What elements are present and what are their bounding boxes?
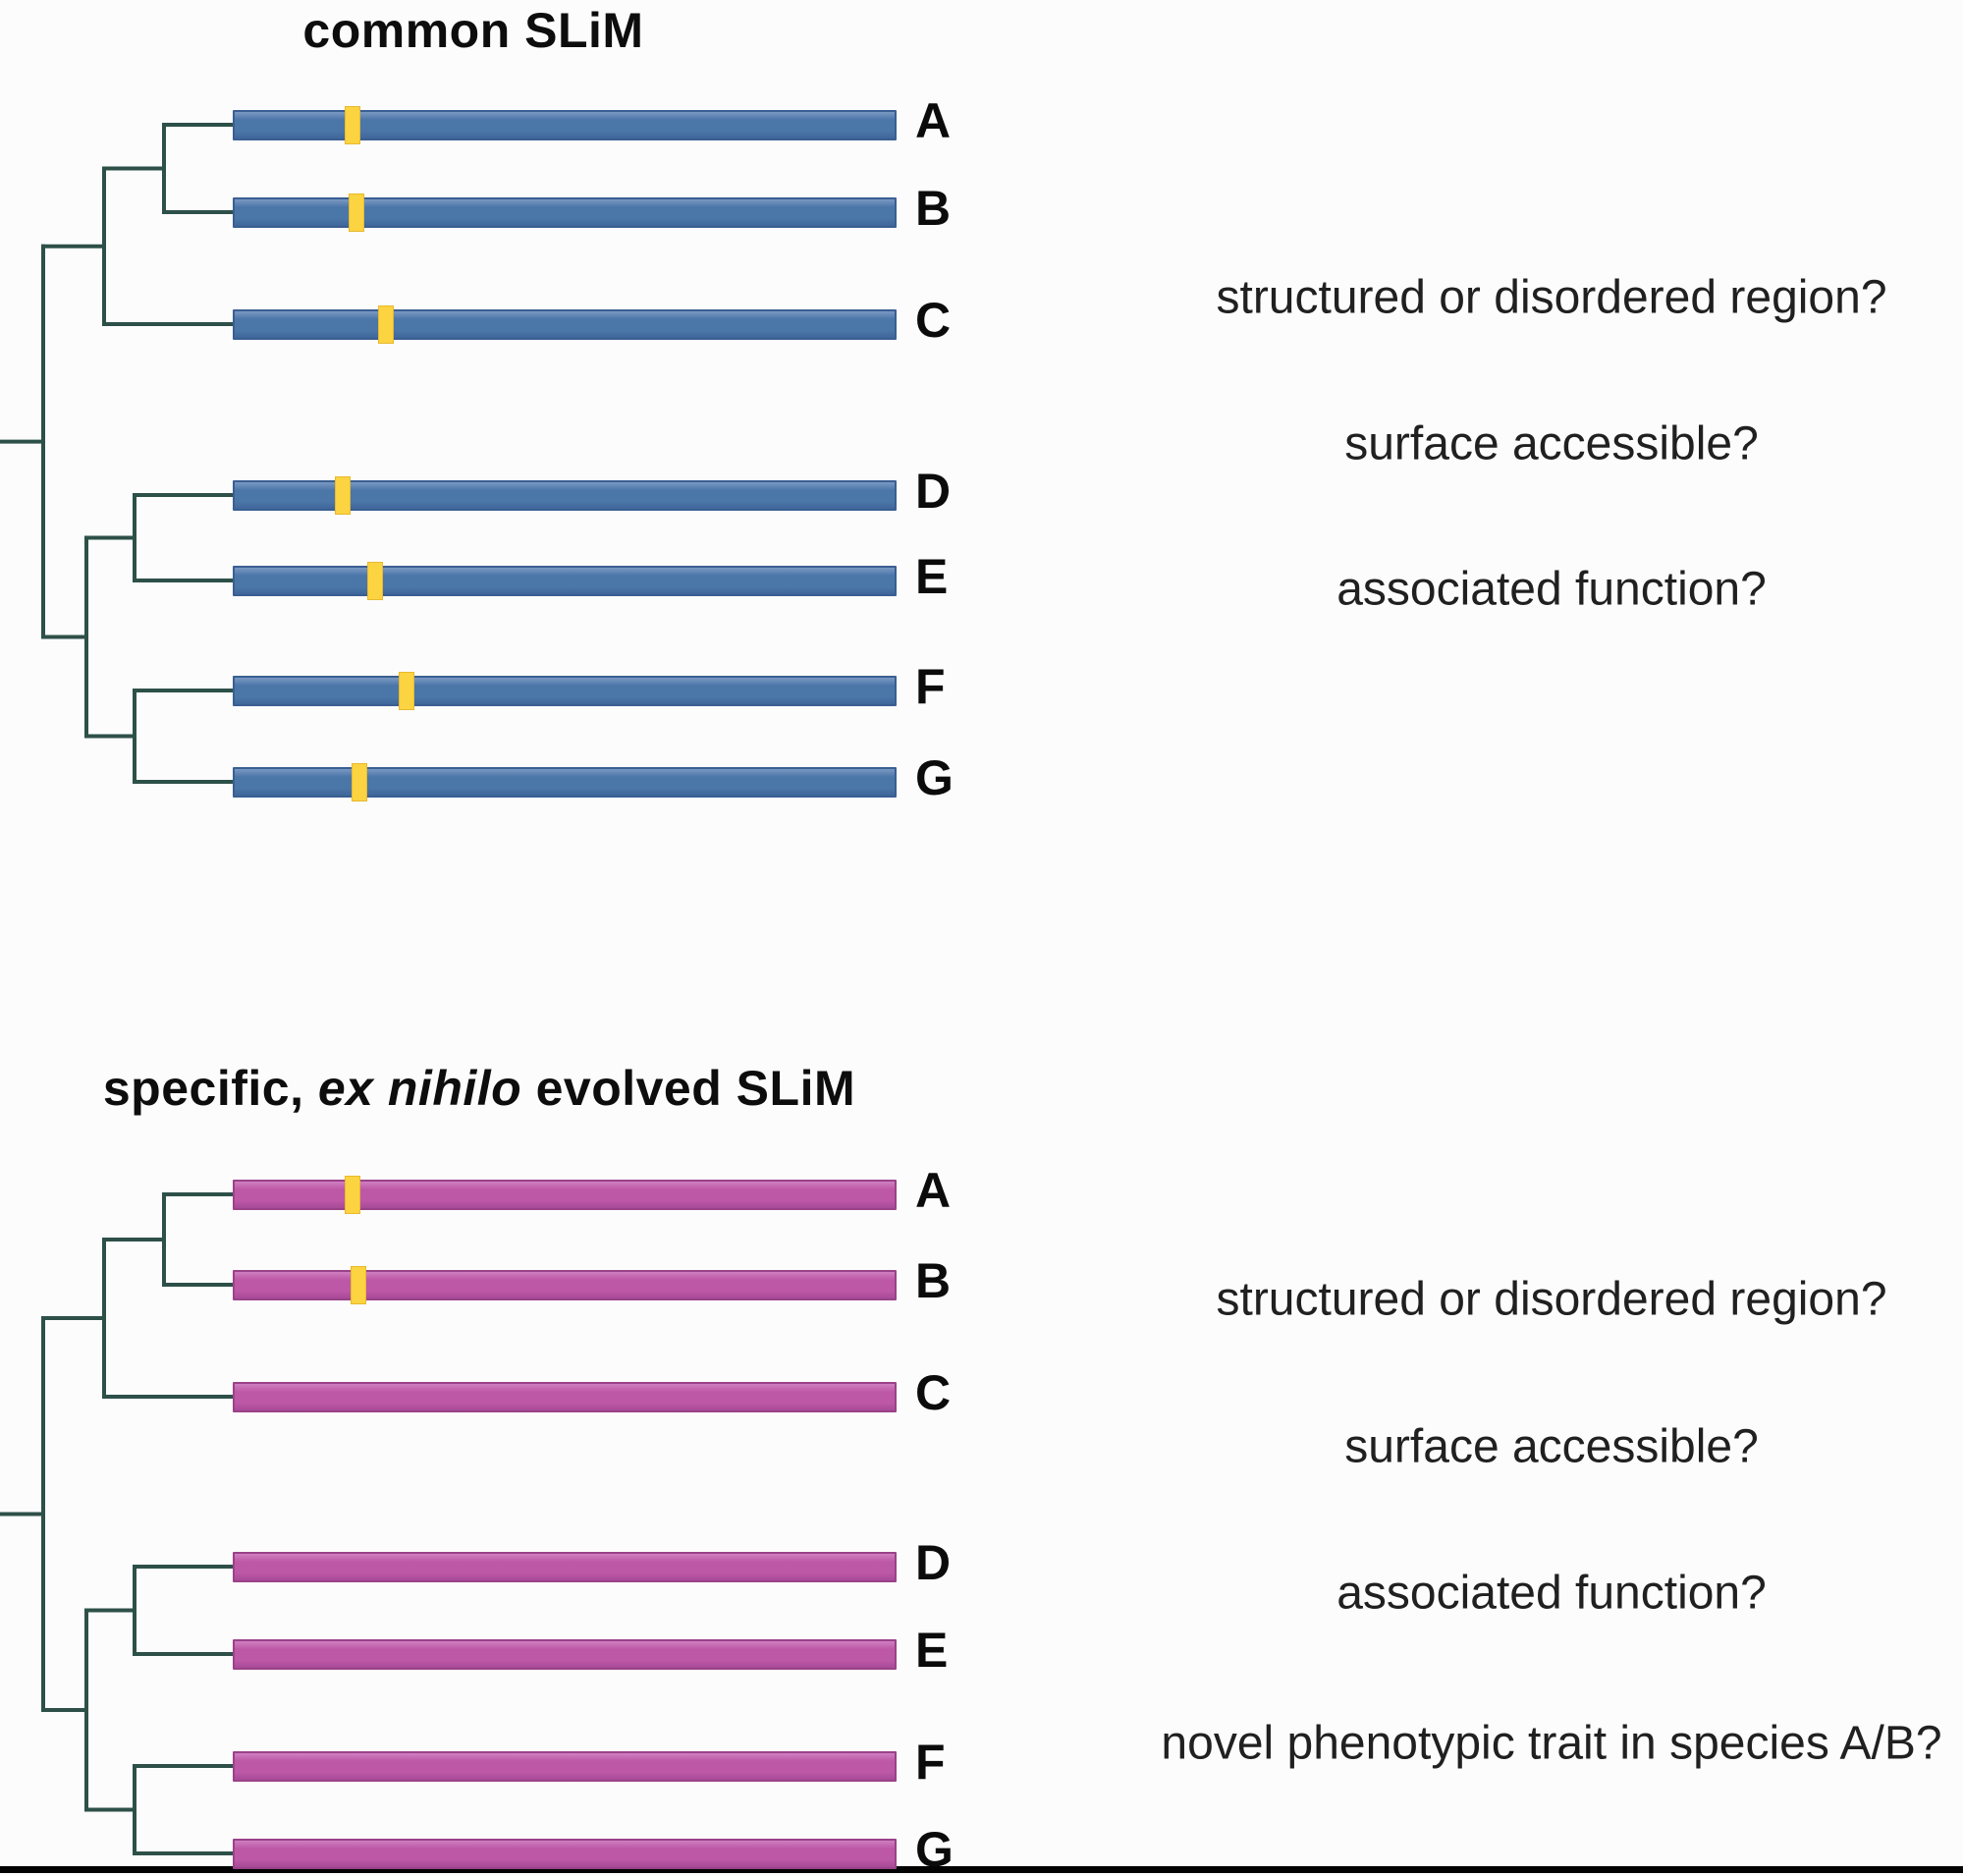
phylo-tree-specific (0, 1192, 235, 1855)
protein-bar-specific-A (233, 1175, 897, 1214)
leaf-label-common-D: D (915, 464, 952, 519)
section-title-common: common SLiM (302, 2, 643, 59)
title-part: evolved SLiM (521, 1061, 856, 1116)
protein-bar-common-E (233, 561, 897, 600)
title-part: specific, (102, 1061, 318, 1116)
slim-marker-common-G (352, 762, 368, 801)
leaf-label-specific-F: F (915, 1735, 946, 1790)
protein-bar-specific-E (233, 1638, 897, 1670)
protein-bar-common-B (233, 193, 897, 232)
leaf-label-specific-D: D (915, 1535, 952, 1590)
question-specific-2: associated function? (1336, 1567, 1767, 1620)
slim-marker-specific-B (350, 1265, 366, 1304)
slim-marker-common-A (345, 105, 361, 144)
question-specific-0: structured or disordered region? (1216, 1273, 1887, 1326)
leaf-label-common-F: F (915, 659, 946, 714)
slim-marker-specific-A (345, 1175, 361, 1214)
protein-bar-common-G (233, 762, 897, 801)
protein-bar-specific-D (233, 1551, 897, 1582)
protein-bar-common-F (233, 671, 897, 710)
leaf-label-common-C: C (915, 293, 952, 348)
question-common-0: structured or disordered region? (1216, 271, 1887, 324)
title-part: common SLiM (302, 3, 644, 58)
slim-marker-common-B (348, 193, 364, 232)
leaf-label-specific-A: A (915, 1163, 952, 1218)
slim-marker-common-F (399, 671, 415, 710)
protein-bar-specific-G (233, 1838, 897, 1869)
title-part: ex nihilo (317, 1061, 522, 1116)
leaf-label-common-B: B (915, 181, 952, 236)
protein-bar-specific-B (233, 1265, 897, 1304)
question-common-2: associated function? (1336, 563, 1767, 616)
leaf-label-common-E: E (915, 549, 949, 604)
slim-marker-common-D (335, 475, 352, 515)
phylo-tree-common (0, 123, 235, 784)
question-specific-3: novel phenotypic trait in species A/B? (1161, 1717, 1942, 1770)
leaf-label-common-G: G (915, 750, 954, 805)
protein-bar-common-A (233, 105, 897, 144)
slim-marker-common-C (378, 304, 395, 344)
protein-bar-specific-F (233, 1750, 897, 1782)
leaf-label-common-A: A (915, 93, 952, 148)
section-title-specific: specific, ex nihilo evolved SLiM (103, 1060, 855, 1117)
protein-bar-common-D (233, 475, 897, 515)
question-common-1: surface accessible? (1344, 417, 1759, 470)
leaf-label-specific-B: B (915, 1253, 952, 1308)
leaf-label-specific-C: C (915, 1365, 952, 1420)
question-specific-1: surface accessible? (1344, 1420, 1759, 1473)
leaf-label-specific-G: G (915, 1822, 954, 1876)
figure-bottom-border (0, 1866, 1963, 1873)
slim-marker-common-E (367, 561, 384, 600)
protein-bar-specific-C (233, 1381, 897, 1412)
protein-bar-common-C (233, 304, 897, 344)
leaf-label-specific-E: E (915, 1623, 949, 1678)
